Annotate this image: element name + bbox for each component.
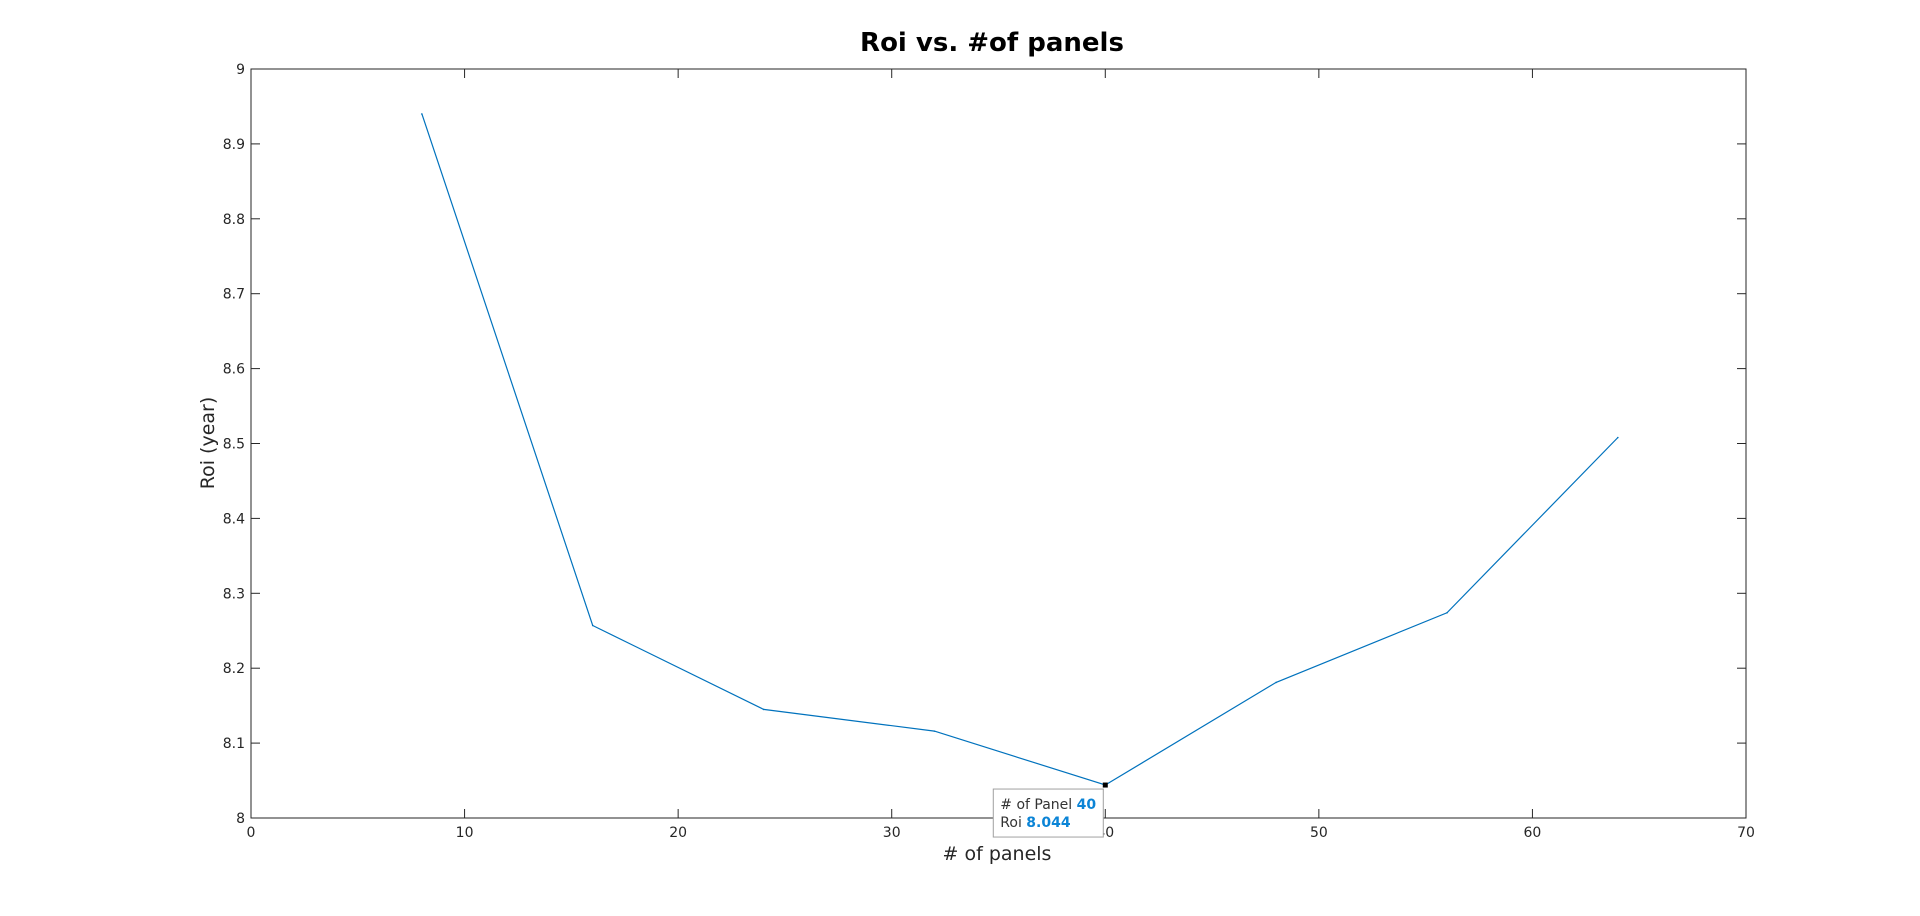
y-tick-label: 8.8 xyxy=(223,212,245,228)
x-tick-label: 50 xyxy=(1310,825,1328,841)
datatip[interactable]: # of Panel 40 Roi 8.044 xyxy=(992,782,1108,838)
y-tick-label: 8.5 xyxy=(223,437,245,453)
datatip-box[interactable] xyxy=(992,788,1104,838)
series-line xyxy=(421,113,1619,786)
datatip-y-value: 8.044 xyxy=(1026,815,1071,831)
y-tick-label: 8.2 xyxy=(223,661,245,677)
datatip-y-label: Roi xyxy=(1000,815,1026,831)
y-tick-label: 8.3 xyxy=(223,586,245,602)
axes-box xyxy=(250,68,1747,819)
series-point xyxy=(1275,681,1277,684)
plot-area: 0 10 20 30 40 50 60 70 8 8.1 8.2 8.3 8.4 8.5 8.6 8.7 8.8… xyxy=(223,62,1755,841)
y-tick-label: 8.6 xyxy=(223,362,245,378)
y-tick-label: 8.1 xyxy=(223,736,245,752)
x-tick-label: 0 xyxy=(247,825,256,841)
series-point xyxy=(1617,436,1619,439)
x-axis-label: # of panels xyxy=(943,843,1052,865)
x-tick-label: 10 xyxy=(456,825,474,841)
y-tick-label: 9 xyxy=(236,62,245,78)
x-tick-label: 70 xyxy=(1737,825,1755,841)
chart-title: Roi vs. #of panels xyxy=(860,28,1124,58)
datatip-y-row: Roi 8.044 xyxy=(1000,815,1071,831)
y-tick-label: 8.9 xyxy=(223,137,245,153)
y-tick-label: 8.7 xyxy=(223,287,245,303)
x-tick-label: 30 xyxy=(883,825,901,841)
y-tick-label: 8 xyxy=(236,811,245,827)
datatip-x-label: # of Panel xyxy=(1000,797,1076,813)
y-tick-label: 8.4 xyxy=(223,511,245,527)
series-point xyxy=(1446,611,1448,614)
x-tick-label: 20 xyxy=(669,825,687,841)
datatip-marker[interactable] xyxy=(1102,782,1108,788)
y-axis-label: Roi (year) xyxy=(197,397,219,490)
series-point xyxy=(421,113,423,115)
axis-ticks xyxy=(250,68,1747,819)
x-tick-label: 60 xyxy=(1524,825,1542,841)
datatip-x-row: # of Panel 40 xyxy=(1000,797,1096,813)
datatip-x-value: 40 xyxy=(1077,797,1097,813)
series-point xyxy=(762,708,765,711)
series-point xyxy=(591,624,594,627)
series-point xyxy=(933,730,936,732)
